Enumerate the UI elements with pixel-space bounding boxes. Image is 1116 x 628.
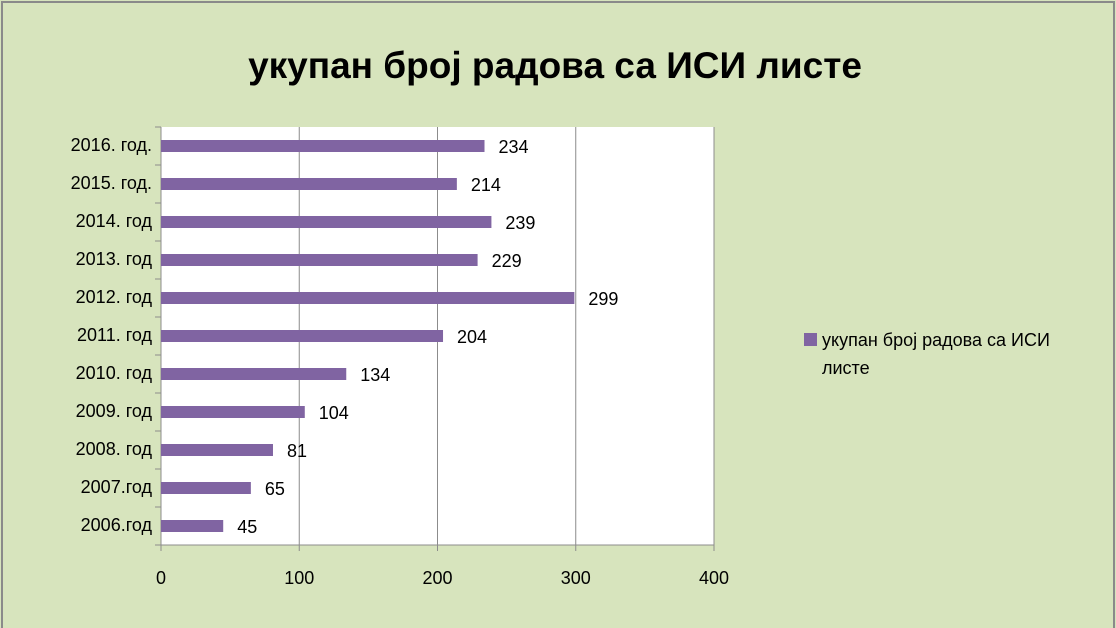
bar bbox=[161, 178, 457, 190]
x-tick-label: 100 bbox=[284, 568, 314, 588]
data-label: 204 bbox=[457, 327, 487, 347]
data-label: 214 bbox=[471, 175, 501, 195]
y-tick-label: 2016. год. bbox=[71, 135, 152, 155]
data-label: 134 bbox=[360, 365, 390, 385]
legend-swatch bbox=[804, 333, 817, 346]
y-tick-label: 2008. год bbox=[76, 439, 153, 459]
y-tick-label: 2007.год bbox=[81, 477, 153, 497]
y-tick-label: 2010. год bbox=[76, 363, 153, 383]
x-tick-label: 0 bbox=[156, 568, 166, 588]
y-tick-label: 2014. год bbox=[76, 211, 153, 231]
data-label: 45 bbox=[237, 517, 257, 537]
data-label: 229 bbox=[492, 251, 522, 271]
y-tick-label: 2015. год. bbox=[71, 173, 152, 193]
y-tick-label: 2012. год bbox=[76, 287, 153, 307]
legend-label: укупан број радова са ИСИ листе bbox=[822, 330, 1050, 378]
y-tick-label: 2013. год bbox=[76, 249, 153, 269]
y-tick-label: 2009. год bbox=[76, 401, 153, 421]
x-tick-label: 400 bbox=[699, 568, 729, 588]
y-tick-label: 2011. год bbox=[77, 325, 152, 345]
x-tick-label: 300 bbox=[561, 568, 591, 588]
data-label: 65 bbox=[265, 479, 285, 499]
data-label: 299 bbox=[588, 289, 618, 309]
y-tick-label: 2006.год bbox=[81, 515, 153, 535]
bar bbox=[161, 292, 575, 304]
bar bbox=[161, 406, 305, 418]
data-label: 81 bbox=[287, 441, 307, 461]
data-label: 104 bbox=[319, 403, 349, 423]
bar bbox=[161, 216, 492, 228]
data-label: 234 bbox=[499, 137, 529, 157]
bar bbox=[161, 520, 224, 532]
bar bbox=[161, 140, 485, 152]
data-label: 239 bbox=[505, 213, 535, 233]
bar bbox=[161, 368, 347, 380]
bar bbox=[161, 254, 478, 266]
x-tick-label: 200 bbox=[422, 568, 452, 588]
bar bbox=[161, 444, 273, 456]
chart-title: укупан број радова са ИСИ листе bbox=[248, 45, 862, 86]
bar bbox=[161, 330, 444, 342]
bar bbox=[161, 482, 251, 494]
